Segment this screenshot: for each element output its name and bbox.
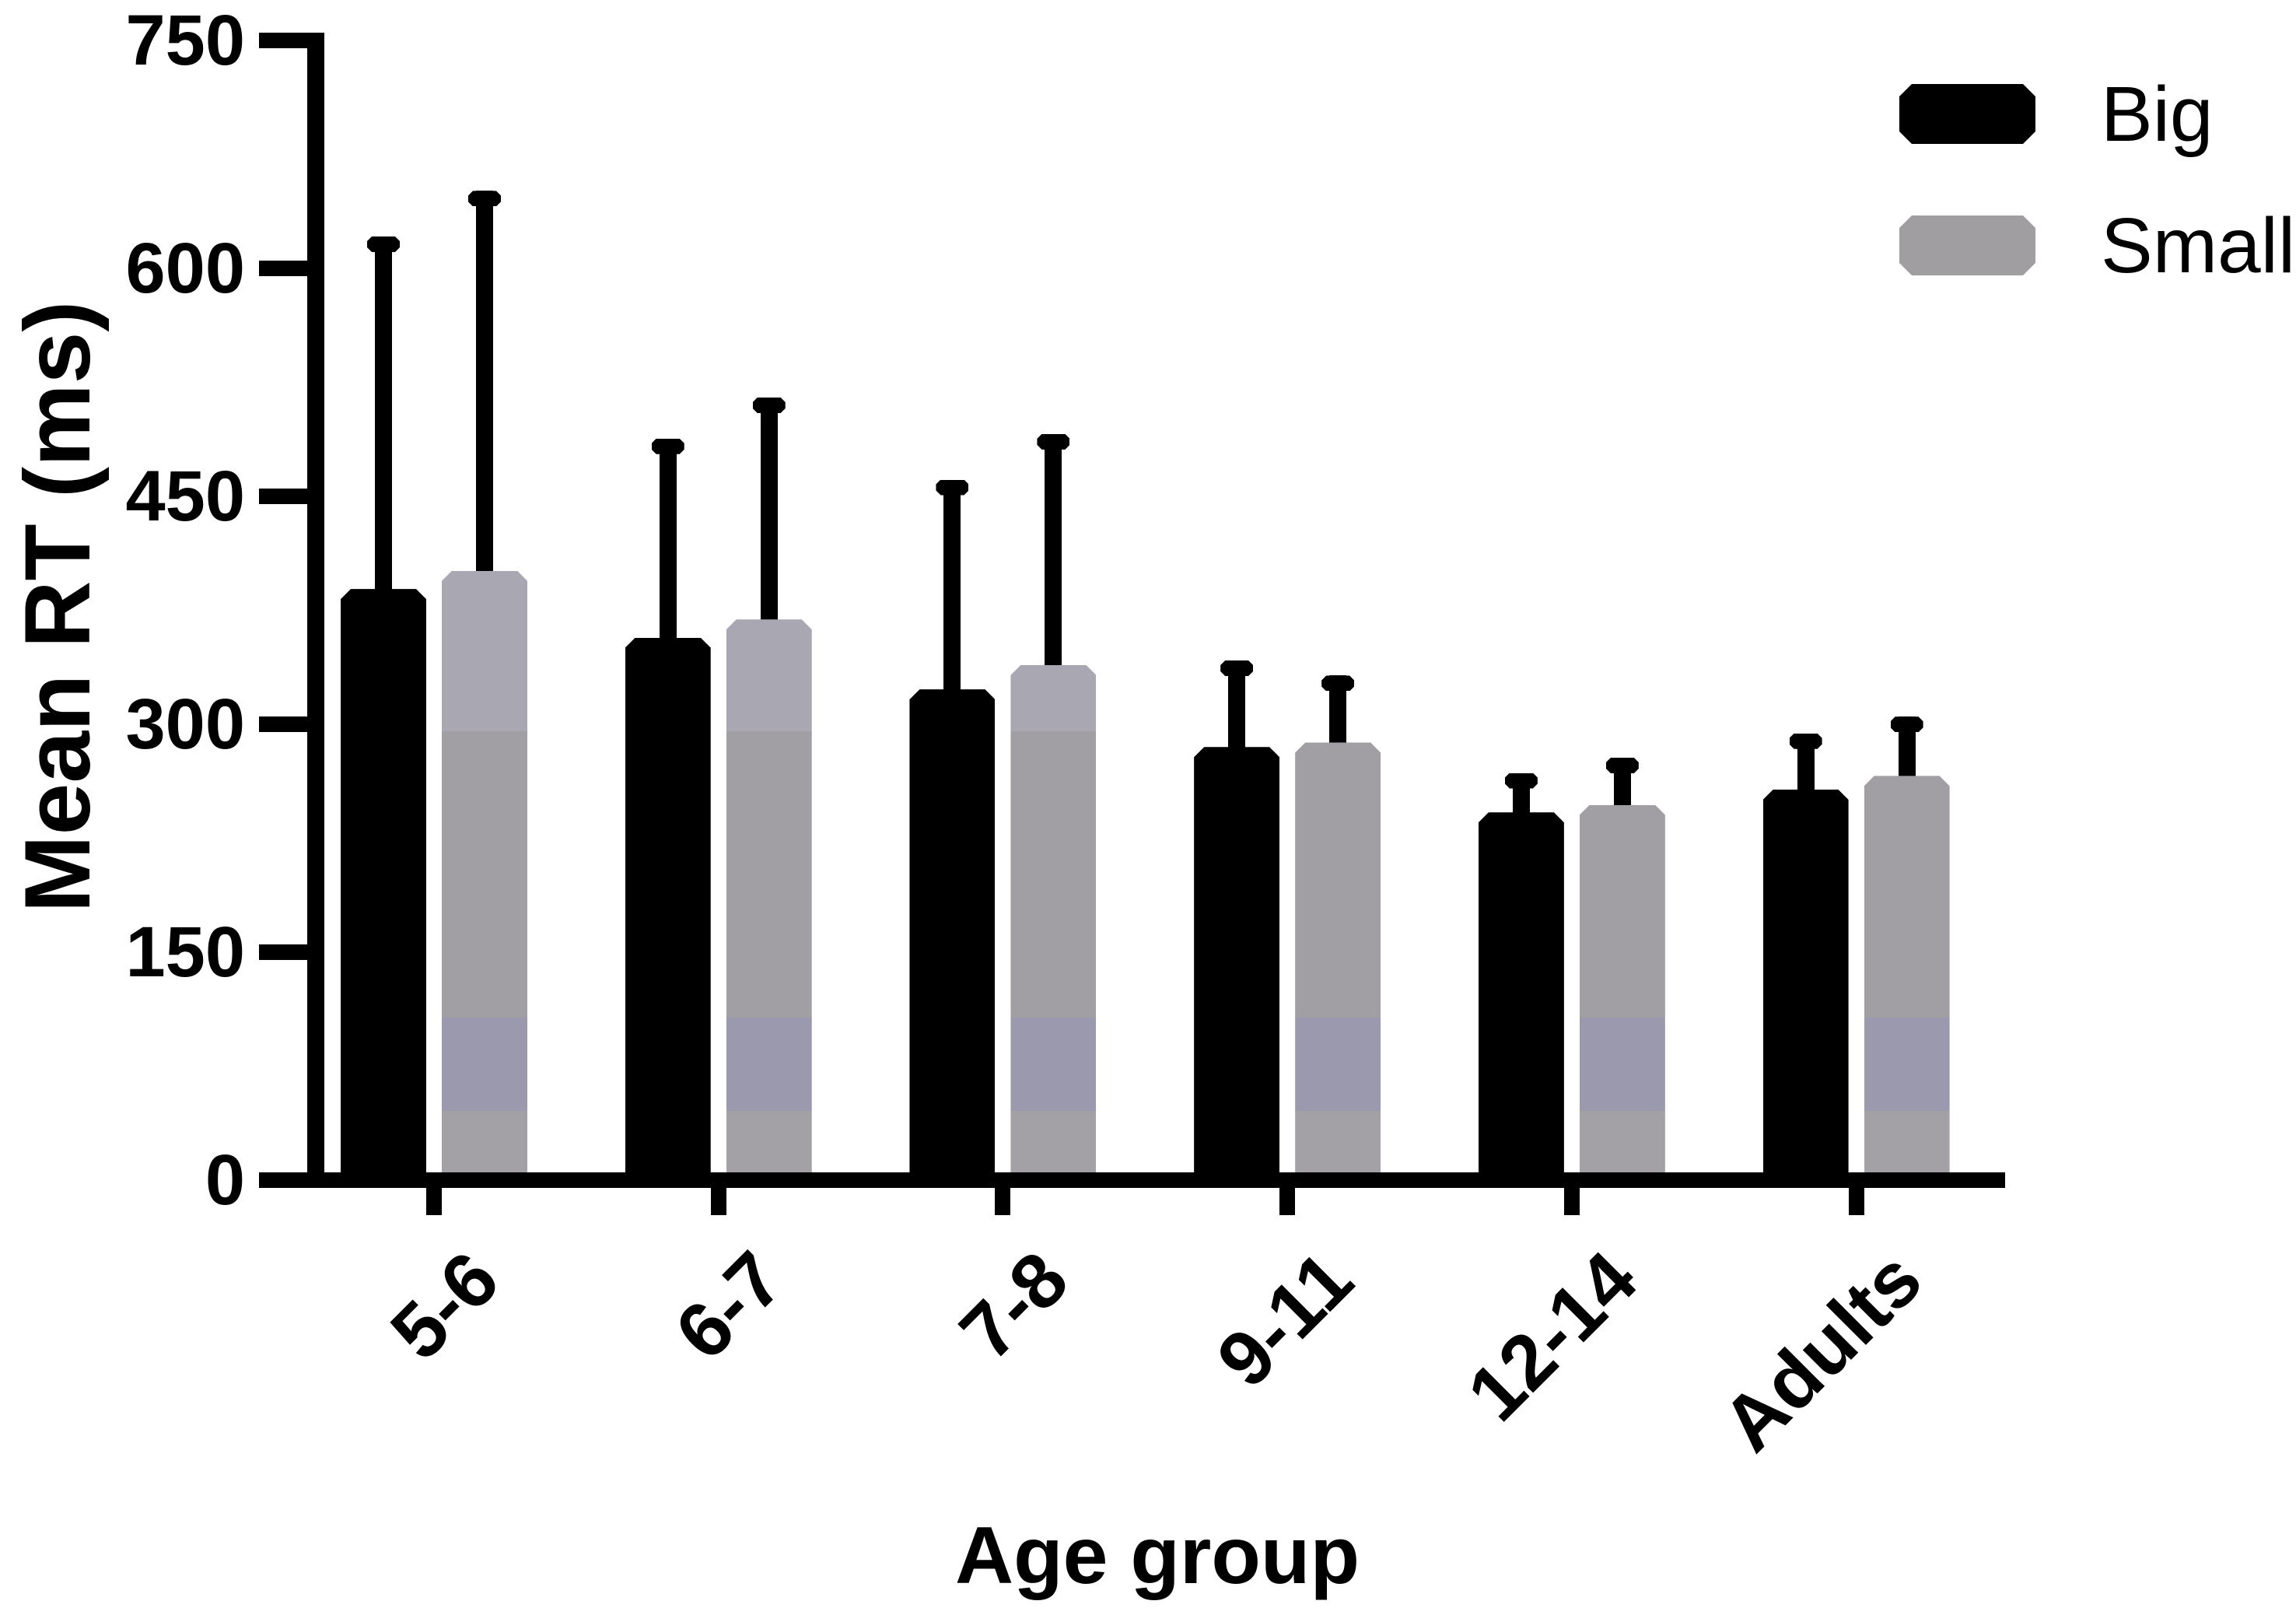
bar-big-6-7: [625, 638, 711, 1172]
errorbar-stem-small-5-6: [476, 191, 493, 590]
bar-big-5-6: [341, 589, 426, 1172]
y-tick-150: [259, 944, 307, 960]
y-tick-0: [259, 1172, 307, 1188]
errorbar-stem-small-9-11: [1329, 675, 1347, 762]
errorbar-cap-small-5-6: [468, 191, 501, 206]
errorbar-stem-big-9-11: [1228, 660, 1246, 767]
legend-item-big: Big: [1899, 75, 2295, 153]
x-axis-line: [259, 1172, 2005, 1188]
errorbar-stem-small-7-8: [1045, 433, 1062, 685]
bar-small-12-14: [1580, 805, 1665, 1172]
errorbar-cap-big-9-11: [1220, 660, 1253, 676]
y-tick-label-150: 150: [125, 913, 246, 992]
errorbar-cap-small-Adults: [1891, 716, 1923, 732]
y-axis-title: Mean RT (ms): [5, 300, 110, 913]
bar-small-6-7: [726, 619, 812, 1172]
x-tick-12-14: [1563, 1188, 1580, 1215]
bar-big-9-11: [1194, 747, 1279, 1172]
x-tick-label-9-11: 9-11: [1200, 1235, 1370, 1404]
x-tick-Adults: [1848, 1188, 1864, 1215]
errorbar-stem-big-7-8: [943, 479, 961, 709]
errorbar-stem-big-5-6: [375, 236, 392, 609]
y-tick-600: [259, 261, 307, 276]
x-tick-label-Adults: Adults: [1705, 1235, 1938, 1468]
x-tick-label-5-6: 5-6: [374, 1235, 516, 1377]
x-tick-label-7-8: 7-8: [943, 1235, 1085, 1377]
y-tick-label-300: 300: [125, 685, 246, 764]
errorbar-cap-small-7-8: [1037, 434, 1069, 450]
errorbar-cap-small-12-14: [1606, 758, 1639, 773]
errorbar-stem-big-6-7: [659, 438, 677, 657]
x-tick-5-6: [426, 1188, 442, 1215]
x-tick-9-11: [1279, 1188, 1296, 1215]
y-tick-label-600: 600: [125, 229, 246, 308]
x-tick-7-8: [995, 1188, 1011, 1215]
errorbar-cap-big-Adults: [1790, 734, 1822, 749]
bar-small-9-11: [1295, 742, 1381, 1172]
x-axis-title: Age group: [955, 1511, 1360, 1601]
x-tick-label-12-14: 12-14: [1451, 1235, 1654, 1438]
errorbar-cap-small-9-11: [1321, 675, 1354, 691]
y-axis-line: [307, 33, 324, 1188]
errorbar-stem-small-Adults: [1898, 716, 1916, 796]
bar-big-12-14: [1479, 812, 1564, 1172]
legend-label-big: Big: [2101, 70, 2214, 158]
bar-big-7-8: [909, 689, 995, 1172]
legend-item-small: Small: [1899, 207, 2295, 285]
legend-label-small: Small: [2101, 201, 2296, 289]
legend: Big Small: [1899, 75, 2295, 347]
bar-big-Adults: [1763, 790, 1849, 1172]
x-tick-label-6-7: 6-7: [659, 1235, 800, 1377]
y-tick-750: [259, 33, 307, 48]
legend-swatch-big-icon: [1899, 84, 2035, 144]
y-tick-label-750: 750: [125, 1, 246, 80]
errorbar-cap-small-6-7: [753, 398, 786, 413]
y-tick-label-0: 0: [205, 1140, 245, 1220]
y-tick-300: [259, 716, 307, 732]
bar-small-Adults: [1864, 776, 1950, 1172]
bar-small-5-6: [442, 571, 527, 1172]
errorbar-stem-small-6-7: [760, 398, 778, 639]
x-tick-6-7: [710, 1188, 726, 1215]
errorbar-cap-big-5-6: [367, 236, 400, 252]
errorbar-cap-big-7-8: [936, 480, 968, 496]
y-tick-450: [259, 489, 307, 504]
bar-small-7-8: [1010, 665, 1096, 1172]
legend-swatch-small-icon: [1899, 215, 2035, 275]
errorbar-cap-big-12-14: [1505, 773, 1538, 789]
errorbar-cap-big-6-7: [652, 439, 684, 454]
y-tick-label-450: 450: [125, 457, 246, 536]
